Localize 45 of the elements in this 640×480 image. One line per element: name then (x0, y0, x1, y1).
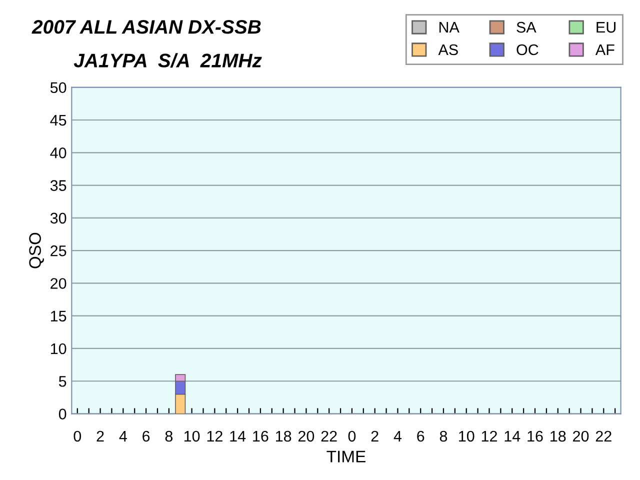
legend-label: OC (516, 44, 538, 56)
x-tick-label: 4 (394, 430, 402, 442)
x-tick-label: 20 (573, 430, 589, 442)
x-tick-label: 22 (596, 430, 612, 442)
x-tick-label: 4 (119, 430, 127, 442)
x-tick-label: 10 (184, 430, 200, 442)
y-tick-label: 45 (50, 115, 66, 126)
x-tick-label: 20 (298, 430, 314, 442)
y-tick-label: 30 (50, 212, 66, 224)
x-tick-label: 0 (348, 430, 356, 442)
chart-subtitle: JA1YPA S/A 21MHz (74, 53, 262, 68)
x-tick-label: 16 (253, 430, 268, 442)
x-tick-label: 14 (504, 430, 520, 442)
x-tick-label: 2 (96, 430, 104, 442)
x-tick-label: 14 (230, 430, 246, 442)
x-tick-label: 6 (142, 430, 150, 442)
y-tick-label: 50 (50, 82, 66, 94)
x-tick-label: 18 (550, 430, 566, 442)
y-tick-label: 40 (50, 148, 66, 158)
y-axis-title: QSO (29, 232, 44, 268)
y-tick-label: 25 (50, 245, 66, 256)
legend-label: AS (438, 44, 458, 56)
legend-label: NA (439, 22, 460, 33)
x-tick-label: 2 (371, 430, 378, 442)
legend-label: AF (595, 44, 614, 55)
x-tick-label: 12 (482, 430, 497, 442)
y-tick-label: 20 (50, 278, 66, 289)
x-tick-label: 0 (74, 430, 82, 442)
y-tick-label: 5 (58, 376, 66, 387)
x-tick-label: 22 (321, 430, 337, 442)
x-tick-label: 6 (417, 430, 424, 442)
x-axis-title: TIME (326, 450, 366, 462)
x-tick-label: 12 (207, 430, 222, 442)
x-tick-label: 8 (440, 430, 448, 442)
legend-label: EU (596, 22, 616, 33)
x-tick-label: 8 (165, 430, 173, 442)
y-tick-label: 10 (50, 343, 66, 354)
y-tick-label: 0 (58, 408, 66, 420)
x-tick-label: 18 (276, 430, 292, 442)
y-tick-label: 15 (50, 310, 66, 322)
y-tick-label: 35 (50, 180, 66, 191)
legend-label: SA (516, 22, 536, 33)
x-tick-label: 16 (528, 430, 543, 442)
chart-title: 2007 ALL ASIAN DX-SSB (32, 20, 261, 34)
x-tick-label: 10 (459, 430, 474, 442)
